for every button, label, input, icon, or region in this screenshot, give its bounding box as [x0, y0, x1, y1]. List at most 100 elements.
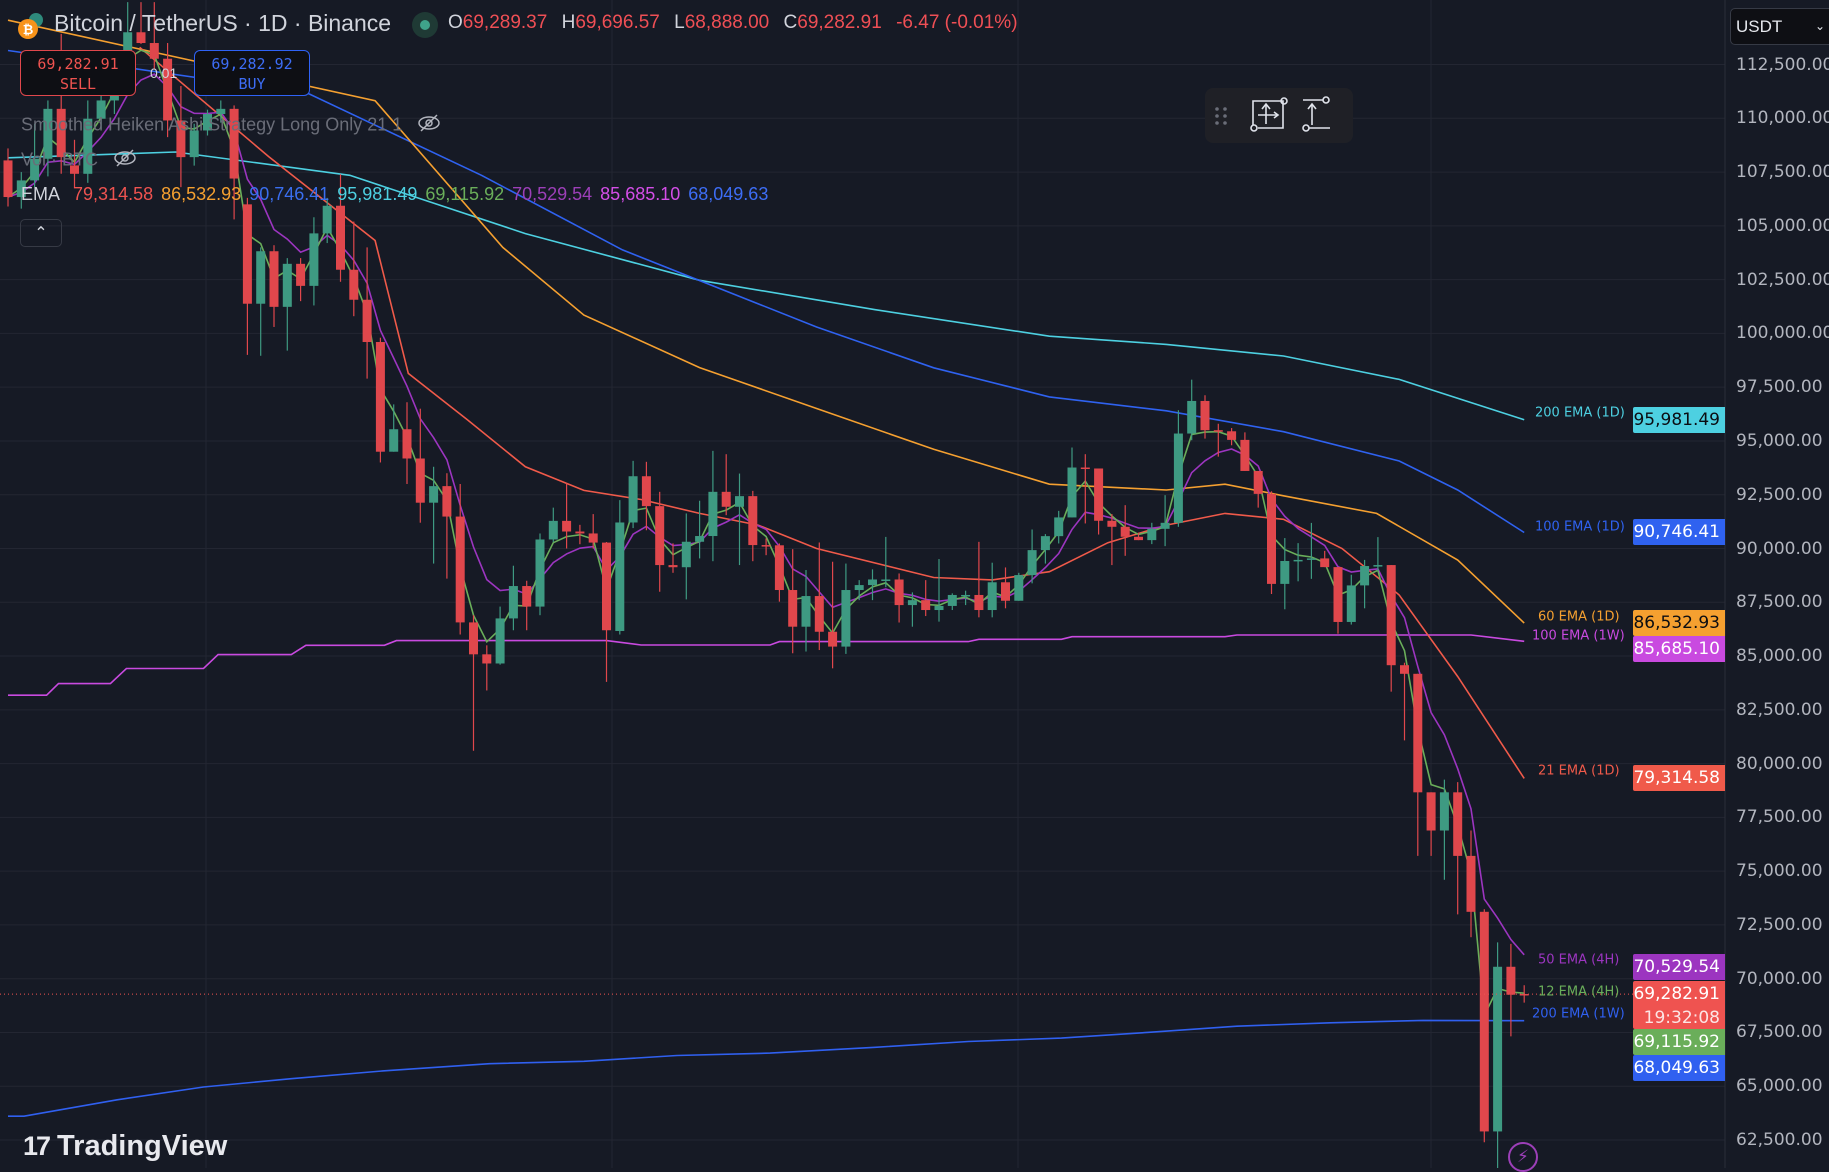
candle-body	[1400, 665, 1409, 674]
price-tick-label: 75,000.00	[1736, 861, 1823, 882]
candle-body	[322, 205, 332, 234]
candle	[389, 404, 399, 452]
candle	[535, 533, 545, 616]
candle-body	[43, 108, 53, 159]
candle	[1200, 395, 1210, 439]
long-position-icon[interactable]	[1250, 97, 1288, 132]
candle-body	[402, 429, 412, 459]
symbol-title[interactable]: Bitcoin / TetherUS · 1D · Binance	[54, 10, 392, 36]
candle	[455, 483, 465, 635]
candle	[176, 86, 186, 188]
volume-legend[interactable]: Vol · BTC	[21, 148, 137, 173]
candle-body	[3, 160, 13, 198]
candle	[296, 258, 306, 302]
ema-value-badge: 69,115.92	[1633, 1029, 1725, 1056]
candle-body	[96, 100, 106, 119]
candle	[1240, 432, 1250, 471]
measure-icon[interactable]	[1302, 96, 1330, 132]
candle-body	[548, 520, 558, 540]
order-quantity[interactable]: 0.01	[150, 65, 178, 81]
price-tick-label: 95,000.00	[1736, 430, 1823, 451]
candle-body	[1466, 855, 1476, 912]
price-tick-label: 80,000.00	[1736, 753, 1823, 774]
candle-body	[562, 520, 572, 532]
buy-label: BUY	[238, 75, 266, 93]
candle	[602, 542, 611, 682]
price-tick-label: 107,500.00	[1736, 162, 1829, 183]
candle	[163, 43, 173, 138]
candle	[907, 592, 917, 627]
buy-button[interactable]: 69,282.92 BUY	[194, 50, 310, 96]
candle	[1187, 379, 1197, 441]
candle-body	[1306, 558, 1316, 560]
ema-label: EMA	[21, 184, 61, 204]
tradingview-logo[interactable]: 17 TradingView	[23, 1130, 227, 1163]
candle-body	[641, 476, 651, 507]
sell-price: 69,282.91	[37, 55, 119, 73]
high-label: H	[561, 12, 576, 33]
ema-line-label: 200 EMA (1D)	[1535, 405, 1625, 421]
price-tick-label: 110,000.00	[1736, 108, 1829, 129]
price-tick-label: 92,500.00	[1736, 484, 1823, 505]
price-tick-label: 65,000.00	[1736, 1076, 1823, 1097]
candle-body	[1067, 467, 1077, 518]
currency-value: USDT	[1736, 17, 1783, 36]
floating-drawing-toolbar[interactable]	[1205, 88, 1353, 143]
price-tick-label: 112,500.00	[1736, 54, 1829, 75]
badge-value: 79,314.58	[1633, 768, 1720, 789]
collapse-legend-button[interactable]: ⌃	[20, 219, 62, 247]
ema-value-badge: 86,532.93	[1633, 610, 1725, 637]
candle-body	[681, 541, 691, 568]
candle	[322, 197, 332, 244]
market-status-icon[interactable]	[412, 12, 438, 38]
badge-value: 70,529.54	[1633, 957, 1720, 978]
strategy-legend[interactable]: Smoothed Heiken Ashi Strategy Long Only …	[21, 113, 441, 138]
badge-value: 69,115.92	[1633, 1032, 1720, 1053]
candle-body	[1213, 430, 1223, 432]
low-value: 68,888.00	[684, 12, 770, 33]
candle-body	[1054, 517, 1064, 537]
sell-button[interactable]: 69,282.91 SELL	[20, 50, 136, 96]
ema-legend-value: 85,685.10	[600, 184, 681, 204]
badge-value: 68,049.63	[1633, 1058, 1720, 1079]
grid-lines	[0, 0, 1725, 1168]
candle-body	[163, 58, 173, 121]
ema-line-60-ema-1d	[7, 19, 1525, 624]
candle	[974, 541, 984, 618]
candle	[575, 524, 585, 545]
candle	[615, 500, 625, 635]
high-value: 69,696.57	[575, 12, 660, 33]
candle	[375, 337, 385, 463]
candle-body	[615, 522, 625, 631]
candle-body	[961, 594, 971, 597]
candle	[269, 245, 279, 327]
candle-body	[1453, 792, 1463, 856]
candle-body	[1094, 468, 1104, 521]
candle	[748, 490, 758, 562]
ema-value-badge: 79,314.58	[1633, 765, 1725, 792]
candle	[229, 105, 239, 220]
price-tick-label: 102,500.00	[1736, 269, 1829, 290]
candle-body	[721, 491, 731, 507]
candle-body	[495, 618, 505, 664]
eye-crossed-icon[interactable]	[113, 148, 137, 173]
candle-body	[1080, 467, 1090, 470]
currency-selector[interactable]: USDT ⌄	[1730, 8, 1829, 45]
drag-handle-icon[interactable]	[1215, 107, 1227, 125]
candle	[548, 507, 558, 543]
candle	[429, 466, 439, 564]
ema-legend[interactable]: EMA 79,314.58 86,532.93 90,746.41 95,981.49…	[21, 184, 784, 205]
candle-body	[881, 579, 891, 581]
candle	[934, 559, 944, 622]
badge-value: 85,685.10	[1633, 639, 1720, 660]
candle-body	[1134, 536, 1143, 541]
candle-body	[1413, 673, 1423, 793]
candle	[1306, 522, 1316, 579]
ema-line-100-ema-1w	[8, 634, 1525, 697]
candle-body	[83, 118, 93, 174]
candle-body	[1506, 966, 1516, 995]
candle	[562, 483, 572, 549]
candle-body	[655, 506, 665, 566]
eye-crossed-icon[interactable]	[417, 113, 441, 138]
